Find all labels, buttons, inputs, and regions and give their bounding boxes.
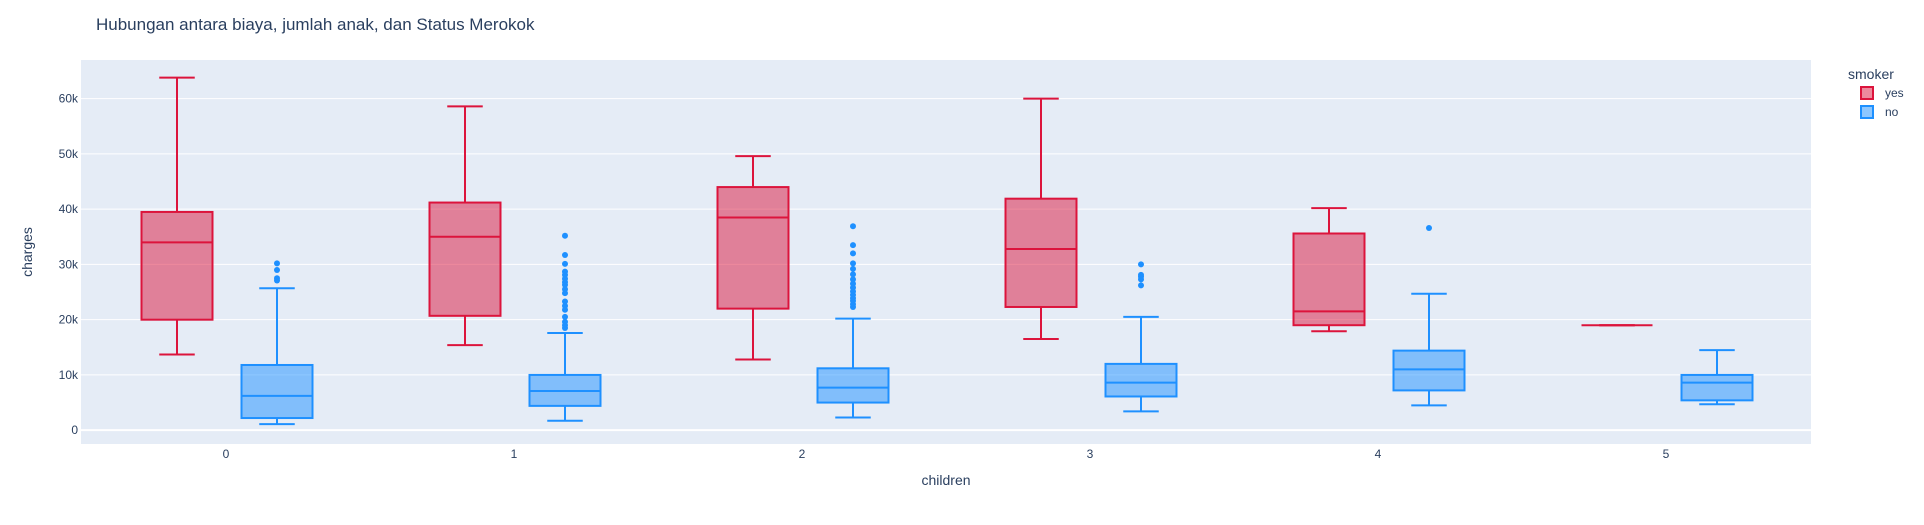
legend-item-yes[interactable]: yes [1860, 86, 1904, 100]
outlier-point [274, 266, 280, 273]
series-no [240, 223, 1754, 426]
chart-title: Hubungan antara biaya, jumlah anak, dan … [96, 15, 535, 34]
y-axis-title: charges [19, 227, 35, 277]
outlier-point [850, 223, 856, 230]
x-tick-label: 4 [1375, 447, 1382, 461]
outlier-point [850, 265, 856, 272]
outlier-point [1426, 224, 1432, 231]
legend-swatch [1860, 86, 1874, 100]
legend-swatch [1860, 105, 1874, 119]
x-tick-label: 3 [1087, 447, 1094, 461]
box-no-5 [1680, 349, 1754, 406]
plot-area [81, 60, 1811, 444]
legend-label: no [1885, 105, 1899, 119]
iqr-box [1392, 349, 1466, 392]
outlier-point [274, 260, 280, 267]
y-tick-label: 40k [59, 202, 79, 216]
iqr-box [1104, 362, 1178, 398]
y-tick-label: 20k [59, 313, 79, 327]
series-yes [140, 76, 1653, 361]
y-tick-label: 60k [59, 92, 79, 106]
box-yes-2 [716, 155, 790, 361]
x-tick-label: 0 [223, 447, 230, 461]
x-axis-ticks: 0 1 2 3 4 5 [223, 447, 1670, 461]
iqr-box [428, 201, 502, 317]
outlier-point [1138, 261, 1144, 268]
iqr-box [1680, 373, 1754, 402]
box-series [140, 76, 1754, 426]
outlier-point [850, 276, 856, 283]
outlier-point [562, 302, 568, 309]
box-yes-1 [428, 105, 502, 347]
legend-item-no[interactable]: no [1860, 105, 1899, 119]
outlier-point [1138, 271, 1144, 278]
box-no-4 [1392, 224, 1466, 407]
outlier-point [562, 313, 568, 320]
iqr-box [816, 367, 890, 404]
outlier-point [562, 286, 568, 293]
box-no-2 [816, 223, 890, 419]
legend-title: smoker [1848, 66, 1894, 82]
grid-lines [81, 98, 1811, 432]
box-yes-0 [140, 76, 214, 356]
x-tick-label: 1 [511, 447, 518, 461]
y-tick-label: 30k [59, 257, 79, 271]
outlier-point [850, 250, 856, 257]
outlier-point [562, 232, 568, 239]
outlier-point [562, 318, 568, 325]
box-no-0 [240, 260, 314, 426]
box-yes-4 [1292, 207, 1366, 333]
iqr-box [1292, 232, 1366, 327]
outlier-point [1138, 282, 1144, 289]
y-tick-label: 50k [59, 147, 79, 161]
legend-label: yes [1885, 86, 1904, 100]
x-tick-label: 5 [1663, 447, 1670, 461]
x-axis-title: children [921, 472, 970, 488]
outlier-point [562, 298, 568, 305]
outlier-point [850, 242, 856, 249]
box-no-1 [528, 232, 602, 422]
outlier-point [562, 268, 568, 275]
outlier-point [850, 260, 856, 267]
iqr-box [1004, 197, 1078, 308]
iqr-box [140, 210, 214, 321]
outlier-point [562, 252, 568, 259]
outlier-point [562, 260, 568, 267]
legend[interactable]: smoker yes no [1848, 66, 1904, 119]
box-no-3 [1104, 261, 1178, 413]
iqr-box [716, 186, 790, 310]
box-yes-3 [1004, 97, 1078, 341]
outlier-point [850, 280, 856, 287]
iqr-box [240, 363, 314, 420]
y-axis-ticks: 0 10k 20k 30k 40k 50k 60k [59, 92, 79, 438]
x-tick-label: 2 [799, 447, 806, 461]
y-tick-label: 10k [59, 368, 79, 382]
y-tick-label: 0 [71, 423, 78, 437]
outlier-point [274, 275, 280, 282]
outlier-point [850, 271, 856, 278]
